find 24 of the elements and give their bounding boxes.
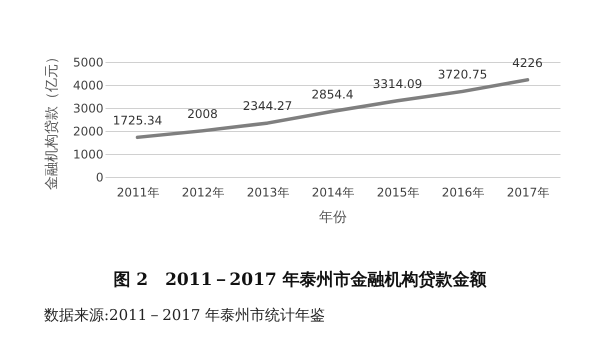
data-label: 2344.27 (242, 99, 292, 114)
data-label: 3720.75 (438, 67, 488, 82)
y-tick-label: 1000 (72, 148, 104, 162)
y-tick-label: 4000 (72, 78, 104, 92)
source-note: 数据来源:2011－2017 年泰州市统计年鉴 (44, 306, 326, 325)
data-label: 3314.09 (372, 76, 422, 91)
x-tick-label: 2016年 (442, 186, 484, 200)
data-label: 1725.34 (112, 113, 162, 128)
y-tick-label: 0 (96, 170, 104, 184)
x-tick-label: 2012年 (182, 186, 224, 200)
y-tick-label: 2000 (72, 124, 104, 138)
x-tick-label: 2013年 (246, 186, 290, 200)
x-tick-label: 2017年 (506, 186, 550, 200)
text: 图 2 2011－2017 年泰州市金融机构贷款金额 (112, 269, 488, 291)
y-axis-title: 金融机构贷款（亿元） (44, 50, 60, 190)
x-axis-title: 年份 (319, 210, 347, 226)
x-tick-label: 2014年 (312, 186, 354, 200)
data-label: 4226 (512, 56, 543, 70)
data-label: 2008 (187, 106, 218, 121)
y-tick-label: 5000 (72, 56, 104, 70)
data-label: 2854.4 (312, 87, 354, 102)
y-tick-label: 3000 (72, 102, 104, 116)
x-tick-label: 2015年 (376, 186, 420, 200)
x-tick-label: 2011年 (116, 186, 160, 200)
